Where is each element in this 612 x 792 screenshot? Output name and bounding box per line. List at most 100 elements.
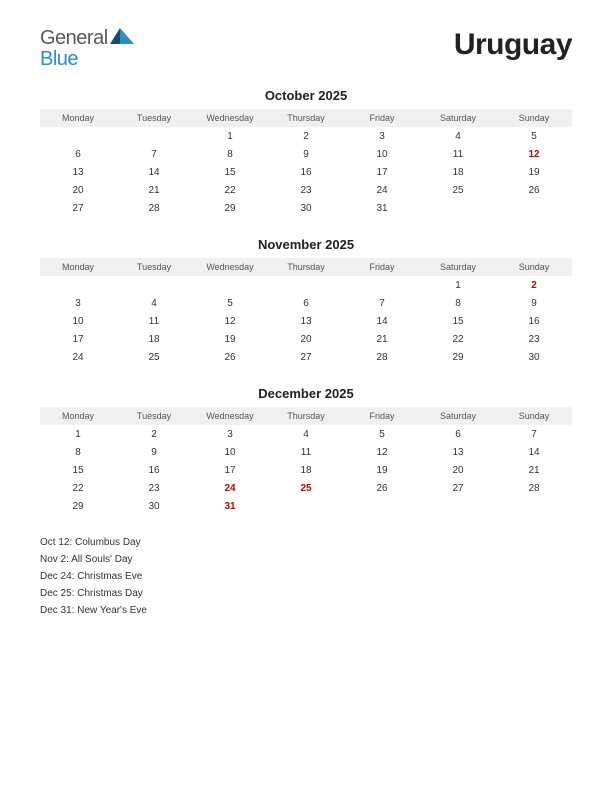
calendar-row: 3456789 [40,294,572,312]
calendar-day: 11 [268,443,344,461]
holiday-entry: Oct 12: Columbus Day [40,535,572,551]
weekday-header: Sunday [496,258,572,276]
weekday-header: Tuesday [116,109,192,127]
calendar-day: 2 [496,276,572,294]
weekday-header: Thursday [268,109,344,127]
calendar-day: 29 [420,348,496,366]
calendar-day: 23 [268,181,344,199]
calendar-day: 28 [344,348,420,366]
calendar-row: 17181920212223 [40,330,572,348]
calendar-day: 14 [116,163,192,181]
holiday-entry: Nov 2: All Souls' Day [40,552,572,568]
calendar-day: 11 [116,312,192,330]
calendar-day [420,497,496,515]
calendar-day [268,497,344,515]
calendar-day [496,497,572,515]
calendar-table: MondayTuesdayWednesdayThursdayFridaySatu… [40,109,572,217]
calendar-day: 21 [116,181,192,199]
holiday-entry: Dec 25: Christmas Day [40,586,572,602]
calendar-day: 19 [344,461,420,479]
calendar-day: 30 [496,348,572,366]
calendar-day: 13 [268,312,344,330]
month-title: November 2025 [40,237,572,252]
calendar-day: 20 [268,330,344,348]
calendar-day: 3 [40,294,116,312]
calendar-day: 6 [268,294,344,312]
calendar-day: 25 [420,181,496,199]
calendar-day: 7 [344,294,420,312]
calendar-day: 30 [268,199,344,217]
calendar-row: 1234567 [40,425,572,443]
calendar-day: 17 [40,330,116,348]
calendar-row: 12345 [40,127,572,145]
calendar-day: 17 [344,163,420,181]
calendar-day: 16 [116,461,192,479]
calendar-day: 1 [192,127,268,145]
calendar-day [344,276,420,294]
calendar-row: 12 [40,276,572,294]
calendar-day: 9 [268,145,344,163]
logo: General Blue [40,28,134,70]
calendar-day: 9 [116,443,192,461]
calendar-day [192,276,268,294]
calendar-day [116,276,192,294]
holiday-entry: Dec 31: New Year's Eve [40,603,572,619]
calendar-day: 5 [192,294,268,312]
calendar-day: 12 [344,443,420,461]
calendar-day: 27 [40,199,116,217]
calendar-day: 6 [420,425,496,443]
calendar-day: 19 [496,163,572,181]
calendar-day: 2 [268,127,344,145]
calendar-day: 25 [116,348,192,366]
calendar-day: 3 [344,127,420,145]
calendar-day: 4 [268,425,344,443]
weekday-header: Wednesday [192,109,268,127]
weekday-header: Tuesday [116,407,192,425]
calendar-day: 28 [116,199,192,217]
calendar-day [496,199,572,217]
weekday-header: Sunday [496,407,572,425]
weekday-header: Monday [40,407,116,425]
weekday-header: Thursday [268,258,344,276]
calendar-day: 15 [420,312,496,330]
calendar-day: 1 [420,276,496,294]
calendar-day: 2 [116,425,192,443]
weekday-header: Friday [344,258,420,276]
calendar-day: 4 [420,127,496,145]
calendar-day: 22 [192,181,268,199]
calendar-day: 24 [192,479,268,497]
calendar-day: 16 [496,312,572,330]
calendar-day: 8 [420,294,496,312]
calendar-day [40,127,116,145]
calendar-day: 22 [420,330,496,348]
weekday-header: Saturday [420,407,496,425]
logo-part2: Blue [40,48,78,70]
calendar-day: 15 [192,163,268,181]
weekday-header: Monday [40,109,116,127]
calendar-day: 13 [40,163,116,181]
calendar-row: 15161718192021 [40,461,572,479]
calendars-container: October 2025MondayTuesdayWednesdayThursd… [40,88,572,515]
calendar-day [40,276,116,294]
calendar-day: 11 [420,145,496,163]
calendar-row: 13141516171819 [40,163,572,181]
calendar-day: 5 [344,425,420,443]
calendar-row: 6789101112 [40,145,572,163]
calendar-row: 20212223242526 [40,181,572,199]
calendar-month: October 2025MondayTuesdayWednesdayThursd… [40,88,572,217]
calendar-day: 6 [40,145,116,163]
calendar-month: November 2025MondayTuesdayWednesdayThurs… [40,237,572,366]
calendar-day: 7 [116,145,192,163]
weekday-header: Saturday [420,258,496,276]
calendar-day: 3 [192,425,268,443]
calendar-day: 10 [192,443,268,461]
calendar-day: 4 [116,294,192,312]
country-title: Uruguay [454,28,572,62]
calendar-day: 28 [496,479,572,497]
calendar-day: 26 [344,479,420,497]
calendar-day: 1 [40,425,116,443]
logo-mark-icon [110,26,134,46]
calendar-day: 10 [40,312,116,330]
calendar-day: 23 [496,330,572,348]
calendar-row: 293031 [40,497,572,515]
